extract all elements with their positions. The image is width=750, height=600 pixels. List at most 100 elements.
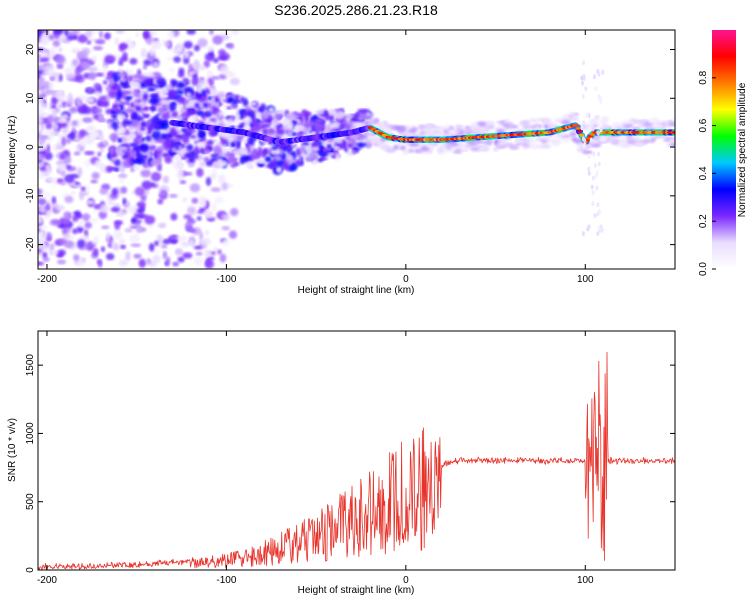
spectrogram-cell <box>384 145 393 151</box>
spectrogram-cell <box>403 150 411 154</box>
spectrogram-cell <box>217 249 222 255</box>
spectrogram-cell <box>601 69 605 75</box>
spectrogram-cell <box>183 138 189 144</box>
spectrogram-cell <box>42 256 50 262</box>
spectrogram-cell <box>623 124 630 130</box>
spectrogram-cell <box>230 103 238 109</box>
spectrogram-cell <box>61 226 68 235</box>
spectrogram-cell <box>171 147 177 152</box>
spectrogram-cell <box>227 154 234 163</box>
spectrogram-cell <box>203 157 210 162</box>
snr-x-axis-label: Height of straight line (km) <box>298 585 415 596</box>
spectrogram-cell <box>599 125 610 129</box>
spectrogram-cell <box>599 121 603 127</box>
spectrogram-cell <box>133 99 138 106</box>
spectrogram-cell <box>108 90 119 98</box>
spectrogram-cell <box>169 128 177 136</box>
spectrogram-cell <box>303 133 308 137</box>
spectrogram-cell <box>162 112 168 120</box>
spectrogram-cell <box>335 153 340 162</box>
spectrogram-cell <box>520 120 530 125</box>
spectrogram-cell <box>52 196 56 204</box>
spectrogram-cell <box>168 102 176 112</box>
spectrogram-cell <box>187 108 195 117</box>
spectrogram-cell <box>218 120 224 128</box>
spectrogram-cell <box>581 80 584 86</box>
spectrogram-cell <box>175 42 185 51</box>
spectrogram-cell <box>60 153 65 160</box>
spectrogram-cell <box>290 162 298 171</box>
spectrogram-cell <box>99 165 109 174</box>
spectrogram-cell <box>204 249 213 258</box>
spectrogram-cell <box>55 54 65 64</box>
spectrogram-cell <box>176 235 188 242</box>
spectrogram-cell <box>61 136 67 147</box>
spectrogram-cell <box>61 114 69 119</box>
spectrogram-cell <box>124 108 134 113</box>
spectrogram-cell <box>568 117 580 121</box>
spectrogram-cell <box>161 244 168 249</box>
spectrogram-cell <box>51 72 60 78</box>
spectrogram-cell <box>144 215 156 225</box>
spectrogram-cell <box>172 49 178 54</box>
spectrogram-cell <box>591 201 595 207</box>
spectrogram-cell <box>52 117 60 122</box>
spectrogram-cell <box>240 155 250 162</box>
spectrogram-cell <box>113 158 121 167</box>
spectrogram-cell <box>50 219 62 226</box>
spectrogram-cell <box>235 113 241 121</box>
spectrogram-cell <box>50 130 60 137</box>
spectrogram-cell <box>340 141 345 149</box>
spectrogram-cell <box>324 124 332 132</box>
spectrogram-cell <box>189 183 201 193</box>
spectrogram-cell <box>101 225 110 230</box>
spectrogram-cell <box>258 107 263 112</box>
spectrogram-y-axis-label: Frequency (Hz) <box>7 116 18 185</box>
spectrogram-cell <box>375 142 386 147</box>
spectrogram-cell <box>321 141 327 147</box>
spectrogram-cell <box>98 100 108 107</box>
spectrogram-cell <box>537 144 545 149</box>
spectrogram-cell <box>90 179 98 184</box>
spectrogram-cell <box>175 248 183 256</box>
spectrogram-cell <box>267 128 276 135</box>
spectrogram-cell <box>84 158 93 167</box>
spectrogram-cell <box>454 124 461 130</box>
spectrogram-cell <box>153 249 161 255</box>
snr-y-axis-label: SNR (10 * v/v) <box>7 418 18 482</box>
spectrogram-cell <box>122 159 130 167</box>
spectrogram-cell <box>209 102 217 106</box>
spectrogram-cell <box>423 129 435 136</box>
spectrogram-cell <box>618 139 627 144</box>
colorbar-tick-label: 0.4 <box>698 166 709 180</box>
spectrogram-cell <box>67 31 75 36</box>
spectrogram-cell <box>327 152 335 156</box>
spectrogram-cell <box>129 233 140 243</box>
spectrogram-cell <box>634 119 646 124</box>
spectrogram-cell <box>522 143 530 150</box>
spectrogram-cell <box>109 77 115 87</box>
spectrogram-cell <box>141 180 153 190</box>
spectrogram-cell <box>39 206 47 214</box>
spectrogram-cell <box>50 104 57 109</box>
spectrogram-cell <box>38 261 45 266</box>
spectrogram-cell <box>149 159 160 167</box>
spectrogram-cell <box>91 30 99 35</box>
spectrogram-cell <box>175 89 185 95</box>
spectrogram-cell <box>295 147 301 157</box>
spectrogram-cell <box>211 76 221 80</box>
spectrogram-cell <box>160 190 166 196</box>
colorbar-tick-label: 0.2 <box>698 214 709 228</box>
spectrogram-cell <box>77 167 83 177</box>
x-tick-label: -200 <box>37 575 57 586</box>
spectrogram-cell <box>654 125 664 130</box>
spectrogram-cell <box>148 107 156 111</box>
spectrogram-cell <box>111 121 118 130</box>
spectrogram-cell <box>329 117 334 122</box>
spectrogram-cell <box>138 258 146 268</box>
spectrogram-cell <box>72 228 78 235</box>
spectrogram-cell <box>605 136 613 141</box>
spectrogram-cell <box>470 146 481 152</box>
spectrogram-cell <box>40 225 48 231</box>
spectrogram-cell <box>40 135 49 140</box>
